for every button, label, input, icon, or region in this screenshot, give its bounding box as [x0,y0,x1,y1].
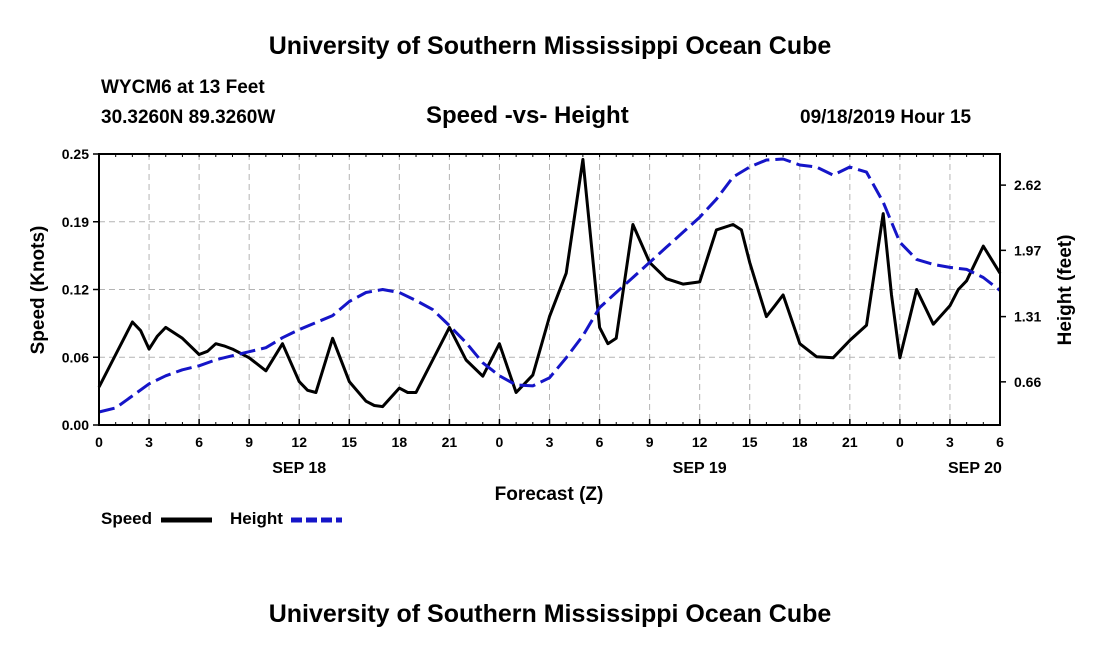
x-tick-label: 21 [442,434,458,450]
x-tick-label: 6 [996,434,1004,450]
legend: Speed [101,509,152,529]
station-label: WYCM6 at 13 Feet [101,77,265,98]
y-right-tick-label: 0.66 [1014,374,1041,390]
x-tick-label: 3 [546,434,554,450]
x-tick-label: 18 [792,434,808,450]
y-left-tick-label: 0.00 [62,417,89,433]
x-tick-label: 6 [195,434,203,450]
footer-title: University of Southern Mississippi Ocean… [268,600,832,628]
x-tick-label: 3 [145,434,153,450]
x-tick-label: 9 [646,434,654,450]
legend-speed-swatch [161,517,212,523]
location-label: 30.3260N 89.3260W [101,107,276,128]
y-right-tick-label: 2.62 [1014,177,1041,193]
x-tick-label: 18 [392,434,408,450]
y-left-tick-label: 0.25 [62,146,89,162]
x-tick-label: 0 [95,434,103,450]
y-right-tick-label: 1.97 [1014,242,1041,258]
legend-height-swatch [291,517,342,523]
x-tick-label: 15 [742,434,758,450]
date-label: SEP 19 [673,460,727,477]
chart-subtitle: Speed -vs- Height [426,102,629,129]
axes: 0 3 6 9 12 15 18 21 0 3 6 9 12 15 18 21 0 3 6 SEP 18 SEP 19 S… [62,146,1042,477]
datetime-label: 09/18/2019 Hour 15 [800,107,972,128]
x-axis-label: Forecast (Z) [495,484,604,505]
date-label: SEP 20 [948,460,1002,477]
x-tick-label: 9 [245,434,253,450]
y-left-tick-label: 0.19 [62,214,89,230]
x-tick-label: 0 [496,434,504,450]
legend-speed-label: Speed [101,509,153,528]
x-tick-label: 12 [291,434,307,450]
x-tick-label: 15 [341,434,357,450]
date-label: SEP 18 [272,460,326,477]
x-tick-label: 12 [692,434,708,450]
y-axis-right-label: Height (feet) [1055,235,1076,346]
y-right-tick-label: 1.31 [1014,309,1041,325]
height-series-line [98,157,1001,414]
speed-series-line [97,157,1002,409]
legend-height-label: Height [230,509,283,528]
x-tick-label: 0 [896,434,904,450]
x-tick-label: 21 [842,434,858,450]
x-tick-label: 3 [946,434,954,450]
grid [98,154,1001,425]
x-tick-label: 6 [596,434,604,450]
series [97,157,1002,414]
y-left-tick-label: 0.12 [62,282,89,298]
y-left-tick-label: 0.06 [62,349,89,365]
y-axis-left-label: Speed (Knots) [28,226,49,355]
page-title: University of Southern Mississippi Ocean… [268,32,832,60]
